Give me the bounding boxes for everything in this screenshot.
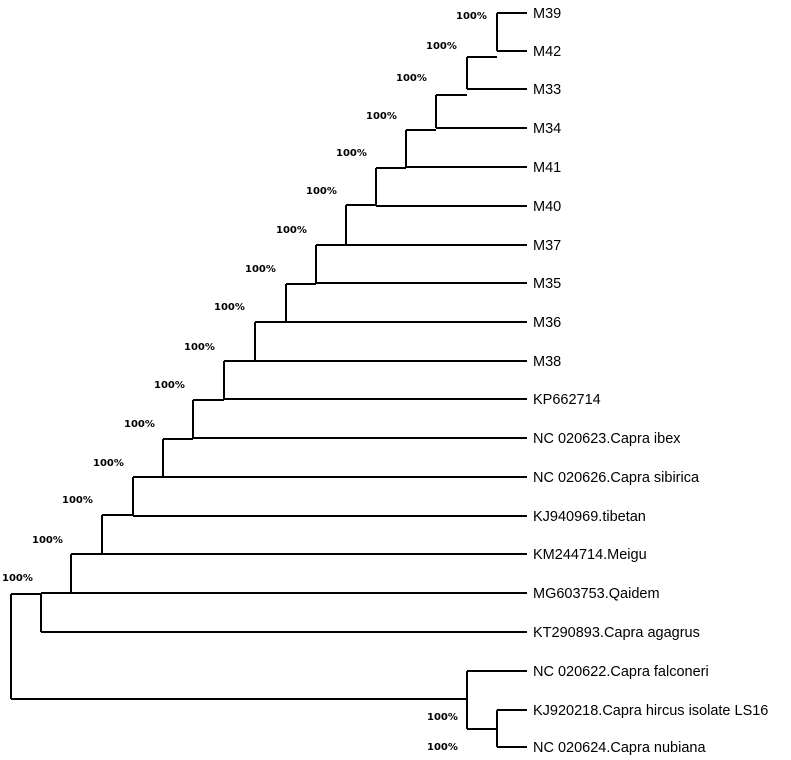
leaf-label-m41: M41	[533, 160, 561, 176]
support-label-m39-m42: 100%	[456, 11, 487, 22]
leaf-label-capra-ibex: NC 020623.Capra ibex	[533, 431, 681, 447]
support-label-m35: 100%	[276, 225, 307, 236]
tree-branches	[10, 12, 527, 748]
support-label-hircus-nubiana: 100%	[427, 712, 458, 723]
leaf-labels: M39 M42 M33 M34 M41 M40 M37 M35 M36 M38 …	[533, 6, 768, 756]
leaf-label-m33: M33	[533, 82, 561, 98]
support-label-capra-sibirica: 100%	[124, 419, 155, 430]
leaf-label-m36: M36	[533, 315, 561, 331]
leaf-label-meigu: KM244714.Meigu	[533, 547, 647, 563]
leaf-label-m35: M35	[533, 276, 561, 292]
support-label-m34: 100%	[396, 73, 427, 84]
leaf-label-m37: M37	[533, 238, 561, 254]
leaf-label-qaidem: MG603753.Qaidem	[533, 586, 660, 602]
support-label-meigu: 100%	[62, 495, 93, 506]
support-label-qaidem: 100%	[32, 535, 63, 546]
leaf-label-m42: M42	[533, 44, 561, 60]
support-labels: 100% 100% 100% 100% 100% 100% 100% 100% …	[2, 11, 487, 753]
leaf-label-m38: M38	[533, 354, 561, 370]
leaf-label-kp662714: KP662714	[533, 392, 601, 408]
support-label-capra-ibex: 100%	[154, 380, 185, 391]
leaf-label-capra-sibirica: NC 020626.Capra sibirica	[533, 470, 700, 486]
leaf-label-capra-falconeri: NC 020622.Capra falconeri	[533, 664, 709, 680]
support-label-tibetan: 100%	[93, 458, 124, 469]
leaf-label-capra-nubiana: NC 020624.Capra nubiana	[533, 740, 706, 756]
support-label-m40: 100%	[336, 148, 367, 159]
leaf-label-capra-hircus: KJ920218.Capra hircus isolate LS16	[533, 703, 768, 719]
support-label-kp662714: 100%	[184, 342, 215, 353]
leaf-label-m40: M40	[533, 199, 561, 215]
leaf-label-capra-agagrus: KT290893.Capra agagrus	[533, 625, 700, 641]
support-label-m38: 100%	[214, 302, 245, 313]
support-label-outgroup: 100%	[427, 742, 458, 753]
leaf-label-m39: M39	[533, 6, 561, 22]
support-label-m37: 100%	[306, 186, 337, 197]
support-label-m36: 100%	[245, 264, 276, 275]
leaf-label-tibetan: KJ940969.tibetan	[533, 509, 646, 525]
leaf-label-m34: M34	[533, 121, 561, 137]
support-label-m33: 100%	[426, 41, 457, 52]
support-label-ingroup: 100%	[2, 573, 33, 584]
support-label-m41: 100%	[366, 111, 397, 122]
